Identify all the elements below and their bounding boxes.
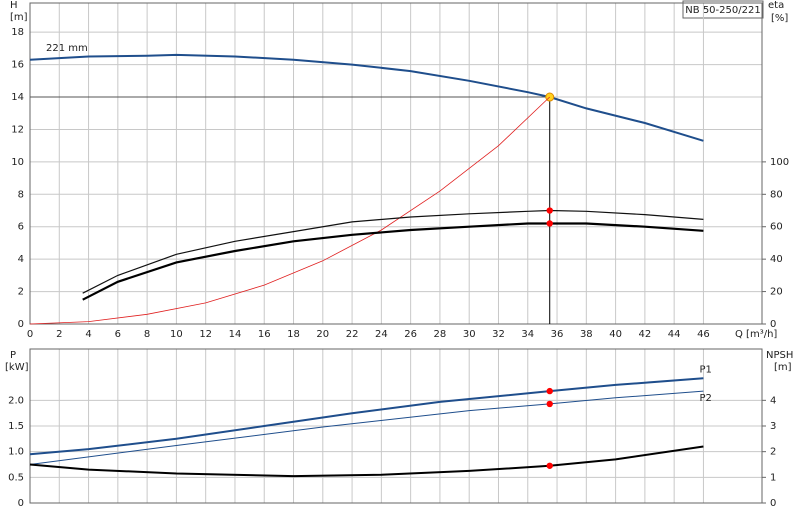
y-tick-label: 10 (11, 157, 24, 168)
x-tick-label: 28 (434, 329, 447, 340)
y-tick-label: 8 (18, 189, 24, 200)
y-tick-label: 0 (18, 498, 24, 509)
y-tick-label: 18 (11, 27, 24, 38)
y-label: H (10, 0, 18, 11)
y2-tick-label: 100 (770, 157, 789, 168)
curve (29, 390, 704, 465)
duty-point (546, 207, 553, 214)
y2-tick-label: 60 (770, 222, 783, 233)
y-tick-label: 2.0 (8, 395, 24, 406)
x-tick-label: 22 (346, 329, 359, 340)
x-tick-label: 20 (316, 329, 329, 340)
x-tick-label: 10 (170, 329, 183, 340)
curve (29, 96, 550, 325)
series-label: P2 (699, 393, 711, 404)
x-tick-label: 6 (115, 329, 121, 340)
x-tick-label: 42 (639, 329, 652, 340)
x-tick-label: 32 (492, 329, 505, 340)
y-tick-label: 1.5 (8, 421, 24, 432)
x-tick-label: 38 (580, 329, 593, 340)
y2-tick-label: 40 (770, 254, 783, 265)
x-tick-label: 0 (27, 329, 33, 340)
y2-tick-label: 3 (770, 421, 776, 432)
chart-title: NB 50-250/221 (685, 5, 760, 16)
y-tick-label: 4 (18, 254, 24, 265)
y2-label: eta (768, 0, 784, 11)
x-tick-label: 36 (551, 329, 564, 340)
x-tick-label: 8 (144, 329, 150, 340)
annotation: 221 mm (46, 43, 88, 54)
y-tick-label: 16 (11, 60, 24, 71)
y2-tick-label: 4 (770, 395, 776, 406)
y2-tick-label: 2 (770, 447, 776, 458)
duty-point (546, 387, 553, 395)
y-unit: [kW] (5, 362, 29, 373)
curve (29, 53, 704, 142)
x-tick-label: 12 (199, 329, 212, 340)
series-label: P1 (699, 364, 711, 375)
x-tick-label: 16 (258, 329, 271, 340)
x-tick-label: 40 (609, 329, 622, 340)
y-tick-label: 2 (18, 287, 24, 298)
x-tick-label: 4 (85, 329, 91, 340)
curve (29, 445, 704, 478)
x-tick-label: 24 (375, 329, 388, 340)
x-tick-label: 34 (521, 329, 534, 340)
y2-tick-label: 1 (770, 472, 776, 483)
y-tick-label: 0 (18, 319, 24, 330)
y-label: P (10, 350, 16, 361)
y2-tick-label: 0 (770, 498, 776, 509)
y2-tick-label: 20 (770, 287, 783, 298)
plot-frame (29, 2, 763, 325)
curve (29, 377, 704, 456)
y2-unit: [m] (774, 362, 792, 373)
y2-unit: [%] (771, 13, 788, 24)
x-tick-label: 18 (287, 329, 300, 340)
y-unit: [m] (10, 12, 28, 23)
x-tick-label: 26 (404, 329, 417, 340)
duty-point (546, 400, 553, 408)
x-tick-label: 46 (697, 329, 710, 340)
y-tick-label: 14 (11, 92, 24, 103)
y-tick-label: 12 (11, 124, 24, 135)
y2-tick-label: 80 (770, 189, 783, 200)
duty-point (546, 220, 553, 227)
x-tick-label: 30 (463, 329, 476, 340)
y2-tick-label: 0 (770, 319, 776, 330)
x-tick-label: 2 (56, 329, 62, 340)
y2-label: NPSH (766, 350, 793, 361)
x-tick-label: 14 (229, 329, 242, 340)
x-tick-label: 44 (668, 329, 681, 340)
x-label: Q [m³/h] (735, 329, 777, 340)
curve (82, 209, 704, 294)
curve (82, 222, 704, 301)
y-tick-label: 1.0 (8, 447, 24, 458)
duty-point (546, 462, 553, 469)
y-tick-label: 6 (18, 222, 24, 233)
y-tick-label: 0.5 (8, 472, 24, 483)
